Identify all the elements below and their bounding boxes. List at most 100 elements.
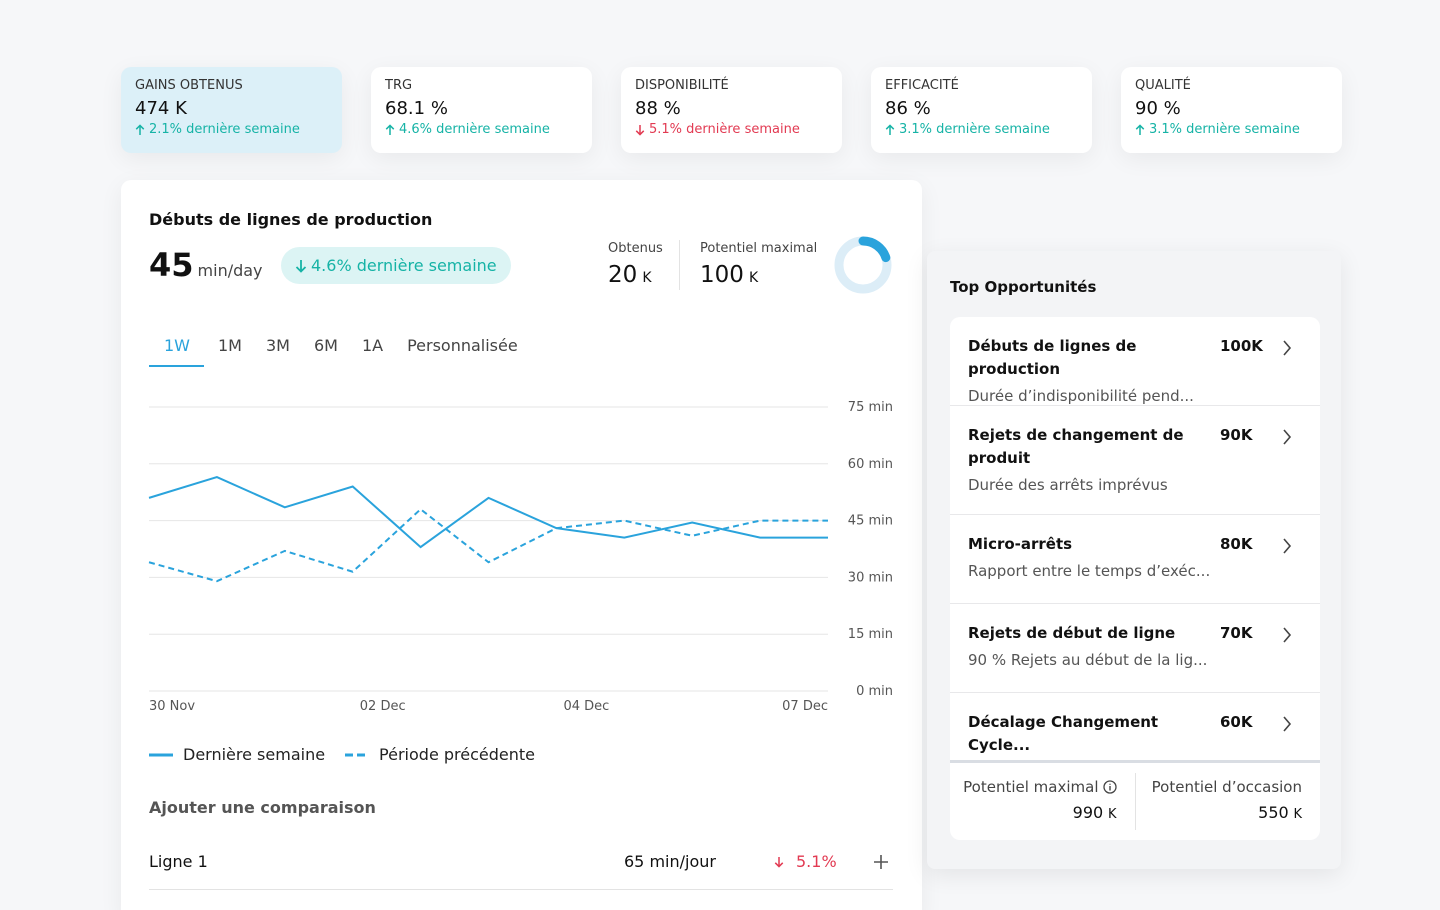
obtained-unit: K	[642, 270, 652, 286]
opportunities-card: Débuts de lignes de production 100K Durée …	[950, 317, 1320, 840]
opportunities-panel: Top Opportunités Débuts de lignes de pro…	[927, 251, 1341, 869]
arrow	[135, 123, 145, 135]
kpi-change: 2.1% dernière semaine	[135, 122, 328, 137]
kpi-card: EFFICACITÉ 86 % 3.1% dernière semaine	[871, 67, 1092, 153]
compare-rows: Ligne 1 65 min/jour 5.1%	[149, 832, 893, 890]
item-desc: Rapport entre le temps d’exéc...	[968, 562, 1211, 580]
footer-unit: K	[1293, 807, 1302, 822]
main-card: Débuts de lignes de production 45 min/da…	[121, 180, 922, 910]
footer-number: 550	[1258, 803, 1289, 822]
info-ring	[1102, 780, 1117, 794]
kpi-label: QUALITÉ	[1135, 78, 1191, 93]
kpi-label: TRG	[385, 78, 413, 93]
kpi-unit: %	[663, 98, 681, 119]
kpi-change: 5.1% dernière semaine	[635, 122, 828, 137]
card-title: Débuts de lignes de production	[149, 210, 433, 229]
tab[interactable]: Personnalisée	[407, 336, 518, 355]
footer-cell: Potentiel d’occasion 550 K	[1136, 763, 1321, 840]
legend-item: Période précédente	[345, 745, 535, 764]
kpi-change-text: 2.1% dernière semaine	[149, 122, 300, 137]
arrow-icon	[1135, 123, 1145, 135]
kpi-number: 90	[1135, 98, 1158, 119]
item-title: Rejets de changement de produit	[968, 426, 1184, 467]
info-icon	[1102, 780, 1117, 794]
item-desc: Durée des arrêts imprévus	[968, 476, 1168, 494]
kpi-number: 68.1	[385, 98, 426, 119]
legend-label: Dernière semaine	[183, 745, 326, 764]
footer-label-text: Potentiel maximal	[963, 778, 1099, 796]
legend: Dernière semaine Période précédente	[149, 745, 535, 764]
arrow	[385, 123, 395, 135]
kpi-value: 88 %	[635, 98, 828, 119]
footer-label: Potentiel maximal	[950, 778, 1117, 796]
item-title: Décalage Changement Cycle...	[968, 713, 1159, 754]
badge-text: 4.6% dernière semaine	[311, 256, 497, 275]
tab[interactable]: 3M	[265, 336, 290, 355]
chevron	[1283, 716, 1292, 732]
row-change-text: 5.1%	[796, 852, 837, 871]
donut-arc	[858, 236, 891, 263]
item-value: 100K	[1220, 337, 1263, 355]
chevron-path	[1283, 538, 1292, 554]
arrow-icon	[885, 123, 895, 135]
kpi-number: 86	[885, 98, 908, 119]
tabs: 1W 1M 3M 6M 1A Personnalisée	[149, 336, 528, 367]
kpi-card: TRG 68.1 % 4.6% dernière semaine	[371, 67, 592, 153]
arrow	[774, 856, 784, 868]
kpi-value: 68.1 %	[385, 98, 578, 119]
kpi-number: 88	[635, 98, 658, 119]
main-metric: 45 min/day	[149, 246, 263, 284]
tab[interactable]: 6M	[313, 336, 338, 355]
footer-label-text: Potentiel d’occasion	[1151, 778, 1302, 796]
panel-title: Top Opportunités	[950, 278, 1097, 296]
metric-unit: min/day	[197, 261, 263, 280]
plus	[874, 855, 888, 869]
kpi-change-text: 4.6% dernière semaine	[399, 122, 550, 137]
item-title: Rejets de début de ligne	[968, 624, 1176, 642]
kpi-label: EFFICACITÉ	[885, 78, 959, 93]
obtained-label: Obtenus	[608, 241, 663, 256]
opportunity-item[interactable]: Débuts de lignes de production 100K Durée …	[950, 317, 1320, 406]
legend-swatch	[149, 753, 173, 756]
kpi-label: DISPONIBILITÉ	[635, 78, 729, 93]
chevron	[1283, 429, 1292, 445]
arrow	[1135, 123, 1145, 135]
opportunity-item[interactable]: Rejets de changement de produit 90K Durée …	[950, 406, 1320, 515]
arrow-icon	[635, 124, 645, 136]
opportunity-item[interactable]: Rejets de début de ligne 70K 90 % Rejets a…	[950, 604, 1320, 693]
kpi-value: 86 %	[885, 98, 1078, 119]
item-value: 90K	[1220, 426, 1253, 444]
kpi-change-text: 5.1% dernière semaine	[649, 122, 800, 137]
item-value: 70K	[1220, 624, 1253, 642]
arrow-icon	[135, 123, 145, 135]
opportunity-item[interactable]: Micro-arrêts 80K Rapport entre le temps d’…	[950, 515, 1320, 604]
tab[interactable]: 1M	[218, 336, 242, 355]
obtained-value: 20	[608, 262, 638, 288]
kpi-change: 3.1% dernière semaine	[1135, 122, 1328, 137]
chevron	[1283, 340, 1292, 356]
tab[interactable]: 1W	[149, 336, 204, 367]
donut	[834, 236, 892, 294]
add-button[interactable]	[873, 854, 889, 870]
arrow-icon	[385, 123, 395, 135]
opportunity-item[interactable]: Décalage Changement Cycle...60KTemps pas…	[950, 693, 1320, 760]
max-unit: K	[749, 270, 759, 286]
footer-value: 550 K	[1136, 803, 1302, 822]
row-value: 65 min/jour	[624, 852, 716, 871]
item-title: Micro-arrêts	[968, 535, 1073, 553]
footer-value: 990 K	[950, 803, 1117, 822]
footer-unit: K	[1107, 807, 1117, 822]
footer-cell: Potentiel maximal 990 K	[950, 773, 1136, 830]
tab[interactable]: 1A	[361, 336, 384, 355]
kpi-unit: K	[175, 98, 187, 119]
metric-value: 45	[149, 246, 194, 284]
opportunity-list: Débuts de lignes de production 100K Durée …	[950, 317, 1320, 760]
kpi-label: GAINS OBTENUS	[135, 78, 243, 93]
item-value: 80K	[1220, 535, 1253, 553]
footer-label: Potentiel d’occasion	[1136, 778, 1302, 796]
item-title: Débuts de lignes de production	[968, 337, 1137, 378]
kpi-value: 90 %	[1135, 98, 1328, 119]
compare-title: Ajouter une comparaison	[149, 798, 376, 817]
